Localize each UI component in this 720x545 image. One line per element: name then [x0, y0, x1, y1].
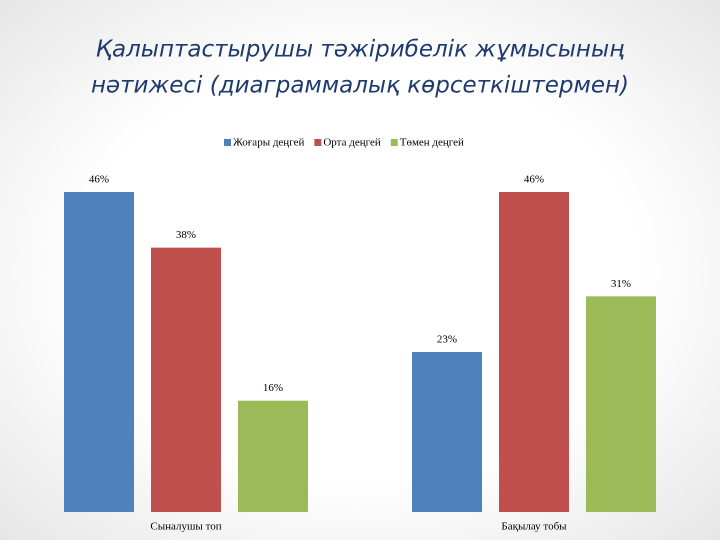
- value-label: 31%: [611, 278, 631, 290]
- bar: [151, 247, 221, 513]
- value-label: 23%: [437, 334, 457, 346]
- bar: [586, 296, 656, 512]
- chart-title: Қалыптастырушы тәжірибелік жұмысының: [96, 37, 625, 63]
- bar: [238, 400, 308, 512]
- legend-label: Жоғары деңгей: [233, 137, 304, 149]
- bar: [499, 192, 569, 512]
- bar: [64, 192, 134, 512]
- value-label: 16%: [263, 382, 283, 394]
- legend-label: Төмен деңгей: [400, 137, 464, 149]
- value-label: 46%: [524, 174, 544, 186]
- legend-swatch: [314, 139, 322, 146]
- chart-title: нәтижесі (диаграммалық көрсеткіштермен): [91, 73, 629, 99]
- value-label: 46%: [89, 174, 109, 186]
- legend-swatch: [390, 139, 398, 146]
- value-label: 38%: [176, 229, 196, 241]
- legend-label: Орта деңгей: [323, 137, 380, 149]
- x-tick-label: Сыналушы топ: [150, 521, 221, 533]
- x-tick-label: Бақылау тобы: [501, 521, 567, 533]
- bar: [412, 352, 482, 512]
- legend-swatch: [224, 139, 231, 146]
